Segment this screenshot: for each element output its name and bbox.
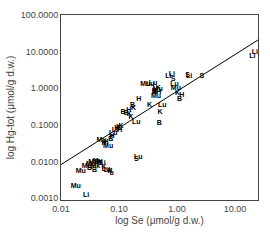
svg-text:K: K bbox=[107, 167, 112, 174]
svg-text:Li: Li bbox=[249, 52, 255, 59]
svg-text:B: B bbox=[177, 95, 182, 102]
svg-text:0.1000: 0.1000 bbox=[31, 120, 59, 130]
svg-text:Lu: Lu bbox=[104, 166, 113, 173]
svg-text:B: B bbox=[130, 101, 135, 108]
svg-text:1.00: 1.00 bbox=[168, 204, 186, 214]
svg-text:K: K bbox=[131, 104, 136, 111]
svg-text:Lu: Lu bbox=[132, 118, 141, 125]
svg-text:Li: Li bbox=[186, 72, 192, 79]
svg-text:Li: Li bbox=[99, 159, 105, 166]
svg-text:Lu: Lu bbox=[102, 165, 111, 172]
svg-text:S: S bbox=[171, 75, 176, 82]
svg-text:S: S bbox=[185, 71, 190, 78]
svg-text:H: H bbox=[101, 139, 106, 146]
svg-text:K: K bbox=[156, 84, 161, 91]
svg-text:Mu: Mu bbox=[82, 162, 92, 169]
svg-text:log Se (μmol/g d.w.): log Se (μmol/g d.w.) bbox=[115, 215, 204, 226]
svg-text:Lu: Lu bbox=[158, 101, 167, 108]
svg-text:K: K bbox=[116, 123, 121, 130]
svg-text:B: B bbox=[152, 88, 157, 95]
svg-text:Mu: Mu bbox=[151, 92, 161, 99]
svg-text:Mk: Mk bbox=[90, 162, 100, 169]
svg-text:H: H bbox=[110, 132, 115, 139]
svg-text:S: S bbox=[200, 72, 205, 79]
svg-text:H: H bbox=[126, 106, 131, 113]
svg-text:H: H bbox=[97, 159, 102, 166]
svg-text:B: B bbox=[92, 166, 97, 173]
svg-text:Mu: Mu bbox=[76, 167, 86, 174]
svg-text:K: K bbox=[175, 89, 180, 96]
svg-text:Mu: Mu bbox=[103, 142, 113, 149]
svg-text:Li: Li bbox=[252, 48, 258, 55]
svg-text:H: H bbox=[117, 126, 122, 133]
svg-text:H: H bbox=[104, 138, 109, 145]
svg-text:Li: Li bbox=[83, 191, 89, 198]
svg-text:B: B bbox=[152, 87, 157, 94]
svg-text:K: K bbox=[129, 113, 134, 120]
svg-text:10.0000: 10.0000 bbox=[26, 47, 59, 57]
svg-text:B: B bbox=[121, 108, 126, 115]
svg-text:B: B bbox=[95, 158, 100, 165]
svg-text:0.10: 0.10 bbox=[110, 204, 128, 214]
svg-text:Mu: Mu bbox=[86, 160, 96, 167]
svg-text:B: B bbox=[124, 109, 129, 116]
svg-text:B: B bbox=[108, 135, 113, 142]
svg-text:10.00: 10.00 bbox=[224, 204, 247, 214]
svg-text:Li: Li bbox=[165, 72, 171, 79]
svg-text:log Hg-tot (μmol/g d.w.): log Hg-tot (μmol/g d.w.) bbox=[5, 56, 16, 160]
svg-text:Mu: Mu bbox=[88, 158, 98, 165]
svg-text:Lu: Lu bbox=[170, 80, 179, 87]
svg-text:Lu: Lu bbox=[109, 129, 118, 136]
svg-text:H: H bbox=[179, 91, 184, 98]
svg-text:K: K bbox=[118, 122, 123, 129]
svg-text:S: S bbox=[98, 159, 103, 166]
svg-text:K: K bbox=[101, 163, 106, 170]
svg-text:Mu: Mu bbox=[71, 182, 81, 189]
svg-text:B: B bbox=[87, 164, 92, 171]
svg-text:100.0000: 100.0000 bbox=[21, 10, 59, 20]
svg-text:Lu: Lu bbox=[134, 153, 143, 160]
svg-text:K: K bbox=[147, 101, 152, 108]
svg-text:Mu: Mu bbox=[93, 157, 103, 164]
svg-text:K: K bbox=[157, 108, 162, 115]
svg-text:0.0010: 0.0010 bbox=[31, 193, 59, 203]
svg-text:Lu: Lu bbox=[149, 79, 158, 86]
svg-text:u: u bbox=[110, 169, 114, 176]
svg-text:Mu: Mu bbox=[96, 136, 106, 143]
svg-text:H: H bbox=[114, 124, 119, 131]
svg-text:H: H bbox=[136, 95, 141, 102]
svg-text:B: B bbox=[157, 119, 162, 126]
svg-text:S: S bbox=[134, 155, 139, 162]
svg-text:0.0100: 0.0100 bbox=[31, 157, 59, 167]
svg-text:K: K bbox=[127, 110, 132, 117]
svg-text:0.01: 0.01 bbox=[52, 204, 70, 214]
svg-text:Li: Li bbox=[169, 70, 175, 77]
svg-text:1.0000: 1.0000 bbox=[31, 83, 59, 93]
svg-text:Mu: Mu bbox=[171, 84, 181, 91]
svg-text:Mu: Mu bbox=[140, 80, 150, 87]
svg-text:Li: Li bbox=[112, 126, 118, 133]
svg-text:Mu: Mu bbox=[153, 85, 163, 92]
svg-text:Lu: Lu bbox=[146, 80, 155, 87]
svg-text:H: H bbox=[156, 88, 161, 95]
